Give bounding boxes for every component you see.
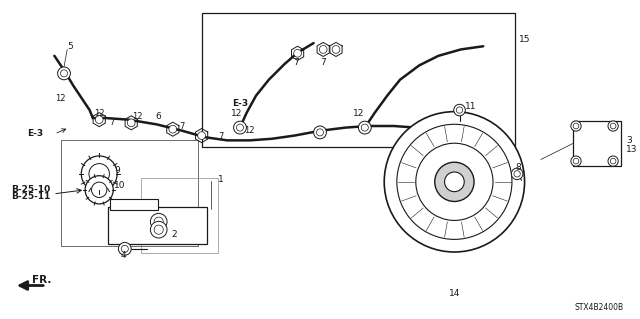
Bar	[202, 13, 515, 147]
Circle shape	[445, 172, 464, 192]
Text: 12: 12	[94, 109, 104, 118]
Circle shape	[198, 132, 205, 139]
Circle shape	[317, 129, 323, 136]
Circle shape	[314, 126, 326, 139]
Circle shape	[150, 213, 167, 230]
Text: 7: 7	[321, 58, 326, 67]
Circle shape	[154, 225, 163, 234]
Circle shape	[384, 112, 525, 252]
Text: 3: 3	[626, 136, 632, 145]
Circle shape	[169, 125, 177, 133]
Text: 9: 9	[114, 166, 120, 175]
Circle shape	[571, 121, 581, 131]
Circle shape	[319, 46, 327, 53]
Text: 12: 12	[56, 94, 66, 103]
Circle shape	[127, 119, 135, 127]
Text: 2: 2	[172, 230, 177, 239]
Text: 1: 1	[218, 175, 223, 184]
Circle shape	[511, 168, 523, 180]
Circle shape	[92, 182, 107, 197]
Text: 10: 10	[114, 182, 125, 190]
Circle shape	[122, 245, 129, 252]
Circle shape	[571, 156, 581, 166]
Text: 12: 12	[231, 109, 243, 118]
Bar	[61, 140, 198, 246]
Text: 12: 12	[353, 109, 364, 118]
Circle shape	[608, 121, 618, 131]
Text: B-25-10: B-25-10	[12, 185, 51, 194]
Circle shape	[573, 158, 579, 164]
Text: 7: 7	[180, 122, 185, 131]
Circle shape	[332, 46, 340, 53]
Bar	[108, 207, 207, 244]
Circle shape	[416, 143, 493, 220]
Text: 7: 7	[109, 118, 115, 127]
Circle shape	[456, 107, 463, 113]
Text: STX4B2400B: STX4B2400B	[575, 303, 624, 312]
Circle shape	[85, 176, 113, 204]
Circle shape	[95, 116, 103, 123]
Circle shape	[361, 124, 368, 131]
Text: 7: 7	[218, 132, 223, 141]
Circle shape	[89, 164, 109, 184]
Circle shape	[58, 67, 70, 80]
Text: 7: 7	[294, 58, 299, 67]
Text: E-3: E-3	[232, 99, 248, 108]
Text: 12: 12	[244, 126, 255, 135]
Text: 11: 11	[465, 102, 476, 111]
Circle shape	[608, 156, 618, 166]
Text: 15: 15	[519, 35, 531, 44]
Circle shape	[454, 104, 465, 116]
Circle shape	[358, 121, 371, 134]
Circle shape	[118, 242, 131, 255]
Bar	[110, 199, 158, 210]
Text: FR.: FR.	[32, 275, 51, 285]
Circle shape	[150, 221, 167, 238]
Circle shape	[573, 123, 579, 129]
Circle shape	[294, 49, 301, 57]
Circle shape	[60, 70, 68, 77]
Text: 5: 5	[68, 42, 73, 51]
Text: 8: 8	[516, 163, 521, 172]
Bar	[573, 121, 621, 166]
Circle shape	[611, 123, 616, 129]
Text: E-3: E-3	[27, 130, 44, 138]
Circle shape	[81, 156, 117, 192]
Text: 13: 13	[626, 145, 637, 154]
Circle shape	[435, 162, 474, 202]
Text: 14: 14	[449, 289, 460, 298]
Circle shape	[237, 124, 244, 131]
Circle shape	[154, 217, 163, 226]
Bar	[141, 178, 218, 253]
Circle shape	[234, 121, 246, 134]
Text: 4: 4	[120, 251, 125, 260]
Circle shape	[611, 158, 616, 164]
Text: B-25-11: B-25-11	[12, 192, 51, 201]
Text: 12: 12	[132, 112, 143, 121]
Circle shape	[397, 124, 512, 239]
Circle shape	[514, 171, 520, 177]
Text: 6: 6	[156, 112, 161, 121]
